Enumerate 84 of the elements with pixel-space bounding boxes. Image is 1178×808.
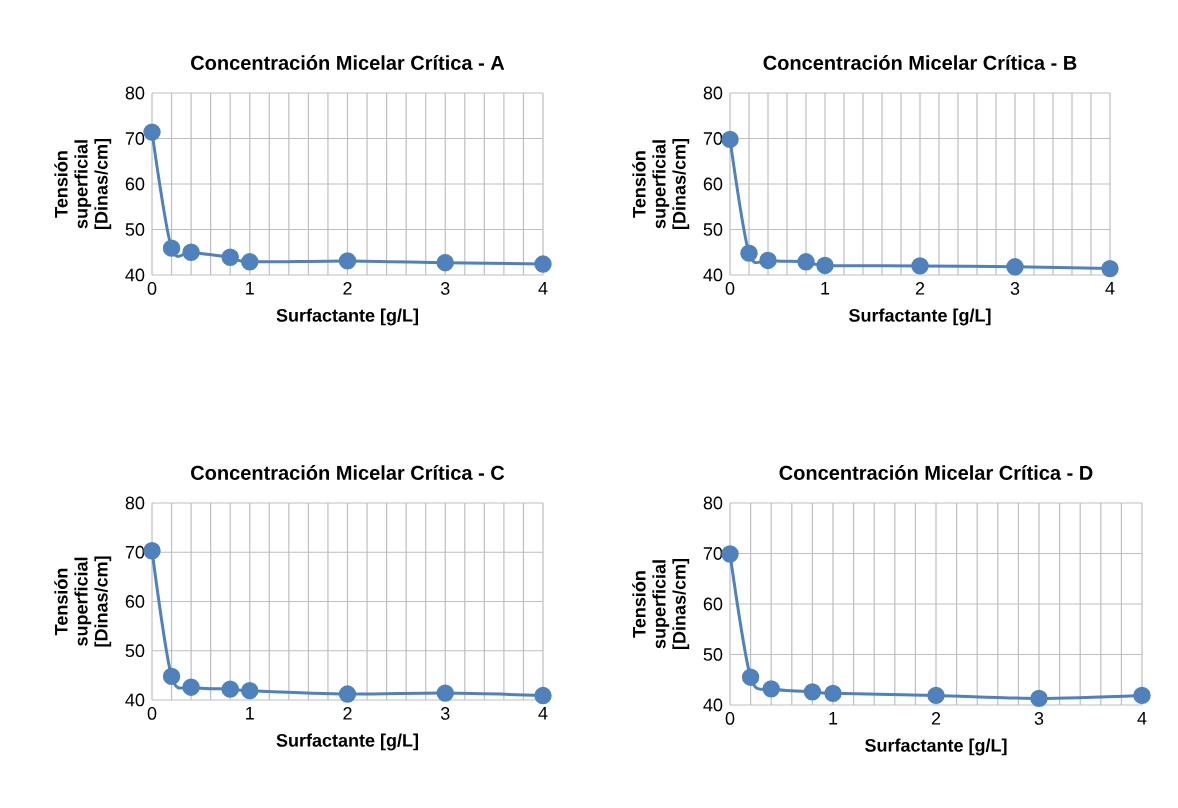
y-axis-title: Tensión superficial [Dinas/cm] bbox=[54, 556, 112, 647]
y-tick-label: 70 bbox=[703, 547, 723, 560]
point bbox=[927, 686, 945, 705]
x-tick-label: 2 bbox=[915, 282, 925, 295]
x-axis-title: Surfactante [g/L] bbox=[276, 733, 418, 751]
x-tick-label: 1 bbox=[246, 282, 254, 295]
x-tick-label: 0 bbox=[725, 712, 735, 725]
point bbox=[436, 254, 454, 272]
y-tick-label: 70 bbox=[125, 545, 145, 559]
point bbox=[241, 681, 259, 700]
y-tick-label: 80 bbox=[703, 496, 723, 510]
point bbox=[803, 683, 822, 701]
x-tick-label: 0 bbox=[147, 282, 157, 295]
y-tick-label: 60 bbox=[125, 177, 145, 191]
point bbox=[338, 252, 357, 270]
y-tick-label: 40 bbox=[125, 268, 145, 282]
point bbox=[1006, 258, 1024, 276]
point bbox=[816, 256, 834, 275]
point bbox=[143, 542, 161, 560]
point bbox=[221, 248, 239, 266]
x-axis-title: Surfactante [g/L] bbox=[276, 308, 418, 326]
point bbox=[436, 684, 454, 702]
point bbox=[740, 244, 758, 262]
point bbox=[721, 130, 739, 149]
y-tick-label: 70 bbox=[703, 132, 723, 145]
x-tick-label: 3 bbox=[440, 282, 450, 295]
y-tick-label: 80 bbox=[125, 496, 145, 510]
x-tick-label: 3 bbox=[1010, 282, 1020, 295]
point bbox=[1133, 686, 1151, 705]
y-tick-label: 60 bbox=[703, 177, 723, 191]
x-tick-label: 4 bbox=[1137, 712, 1147, 725]
point bbox=[534, 255, 552, 273]
x-tick-label: 3 bbox=[1034, 712, 1044, 725]
y-tick-label: 50 bbox=[125, 644, 145, 658]
x-tick-label: 1 bbox=[246, 707, 254, 720]
x-axis-title: Surfactante [g/L] bbox=[865, 738, 1007, 756]
y-tick-label: 60 bbox=[125, 595, 145, 608]
y-axis-title: Tensión superficial [Dinas/cm] bbox=[54, 139, 112, 229]
x-tick-label: 3 bbox=[440, 707, 450, 720]
y-tick-label: 40 bbox=[703, 698, 723, 712]
y-tick-label: 40 bbox=[125, 693, 145, 707]
chart-title: Concentración Micelar Crítica - B bbox=[763, 55, 1077, 70]
point bbox=[182, 678, 200, 696]
point bbox=[721, 545, 739, 563]
y-tick-label: 40 bbox=[703, 268, 723, 282]
x-tick-label: 1 bbox=[829, 712, 838, 725]
y-tick-label: 80 bbox=[703, 86, 723, 100]
x-tick-label: 4 bbox=[1105, 282, 1115, 295]
x-axis-title: Surfactante [g/L] bbox=[849, 308, 991, 326]
chart-title: Concentración Micelar Crítica - D bbox=[779, 465, 1093, 480]
point bbox=[241, 253, 259, 271]
x-tick-label: 0 bbox=[725, 282, 735, 295]
point bbox=[911, 257, 929, 275]
point bbox=[762, 680, 780, 698]
point bbox=[1030, 689, 1048, 708]
chart-title: Concentración Micelar Crítica - C bbox=[191, 465, 505, 480]
point bbox=[162, 667, 181, 686]
y-axis-title: Tensión superficial [Dinas/cm] bbox=[632, 139, 690, 229]
point bbox=[797, 253, 815, 271]
x-tick-label: 4 bbox=[538, 282, 548, 295]
point bbox=[741, 668, 760, 686]
y-tick-label: 80 bbox=[125, 86, 145, 100]
x-tick-label: 2 bbox=[343, 282, 352, 295]
point bbox=[143, 123, 161, 141]
y-tick-label: 60 bbox=[703, 597, 723, 611]
x-tick-label: 4 bbox=[538, 707, 548, 720]
point bbox=[824, 684, 842, 703]
x-tick-label: 2 bbox=[343, 707, 352, 720]
x-tick-label: 1 bbox=[821, 282, 830, 295]
point bbox=[1101, 259, 1119, 278]
y-axis-title: Tensión superficial [Dinas/cm] bbox=[632, 558, 690, 649]
point bbox=[182, 243, 200, 261]
point bbox=[338, 685, 357, 703]
y-tick-label: 50 bbox=[703, 648, 723, 661]
y-tick-label: 70 bbox=[125, 132, 145, 145]
point bbox=[759, 251, 777, 270]
point bbox=[534, 686, 552, 705]
point bbox=[221, 680, 239, 698]
chart-title: Concentración Micelar Crítica - A bbox=[191, 55, 505, 70]
y-tick-label: 50 bbox=[703, 223, 723, 236]
x-tick-label: 0 bbox=[147, 707, 157, 720]
x-tick-label: 2 bbox=[931, 712, 941, 725]
y-tick-label: 50 bbox=[125, 223, 145, 236]
point bbox=[162, 239, 181, 257]
